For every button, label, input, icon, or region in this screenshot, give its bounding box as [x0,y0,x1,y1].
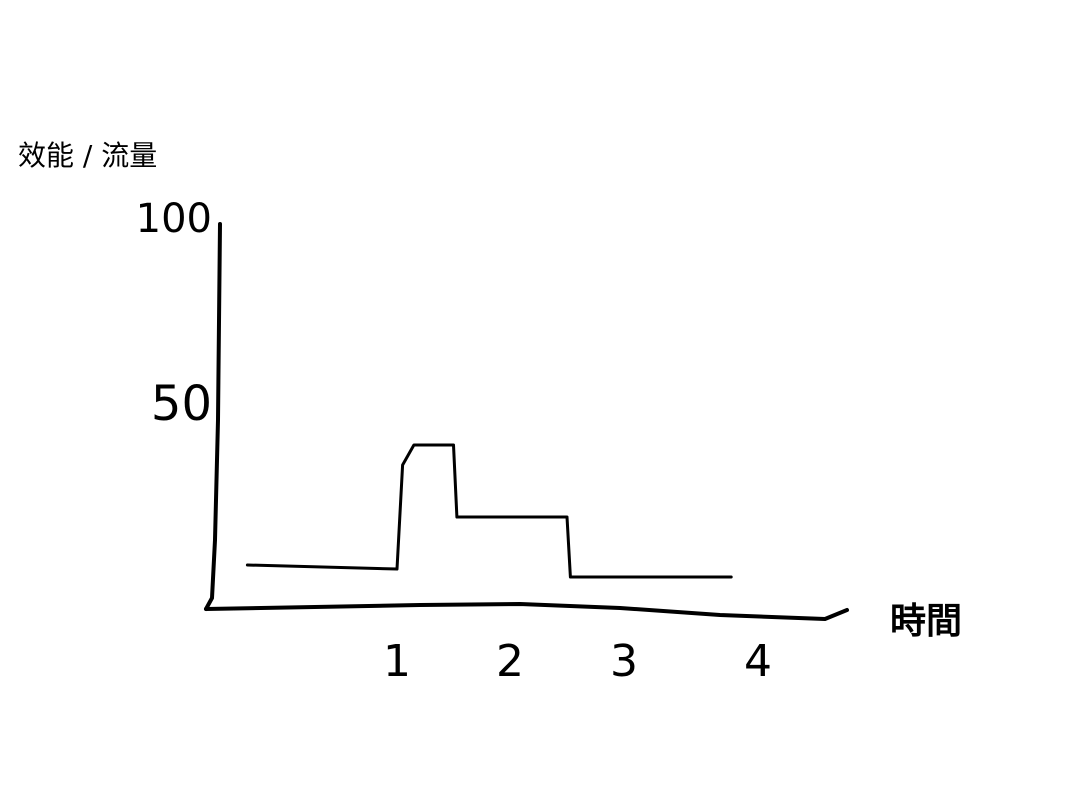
series-line [247,445,731,577]
x-tick-label: 2 [496,636,524,687]
x-axis-line [206,604,847,619]
x-tick-label: 1 [383,636,411,687]
x-axis-label: 時間 [890,592,962,644]
x-tick-label: 4 [744,636,772,687]
y-tick-label: 100 [136,196,212,242]
y-tick-label: 50 [151,376,212,432]
x-tick-label: 3 [610,636,638,687]
y-axis-label: 效能 / 流量 [18,134,157,174]
